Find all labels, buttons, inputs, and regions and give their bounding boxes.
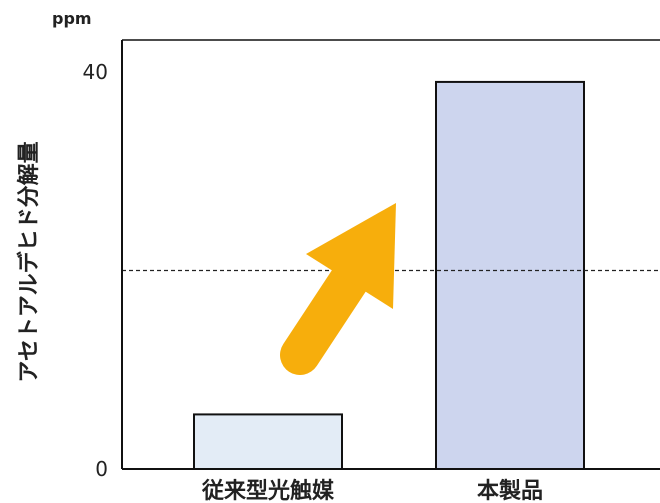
x-category-label: 本製品	[477, 478, 543, 503]
bars-layer	[193, 80, 585, 471]
trend-arrow-icon	[280, 203, 396, 375]
bar-this-product	[435, 80, 585, 471]
y-tick-label-0: 0	[95, 457, 108, 481]
y-axis-title: アセトアルデヒド分解量	[16, 141, 42, 382]
y-unit-label: ppm	[52, 9, 92, 28]
category-labels-layer: 従来型光触媒 本製品	[201, 478, 543, 503]
ticks-layer: 0 40	[83, 60, 108, 481]
bar-conventional-photocatalyst	[193, 413, 343, 471]
y-tick-label-40: 40	[83, 60, 108, 84]
x-category-label: 従来型光触媒	[201, 478, 335, 503]
